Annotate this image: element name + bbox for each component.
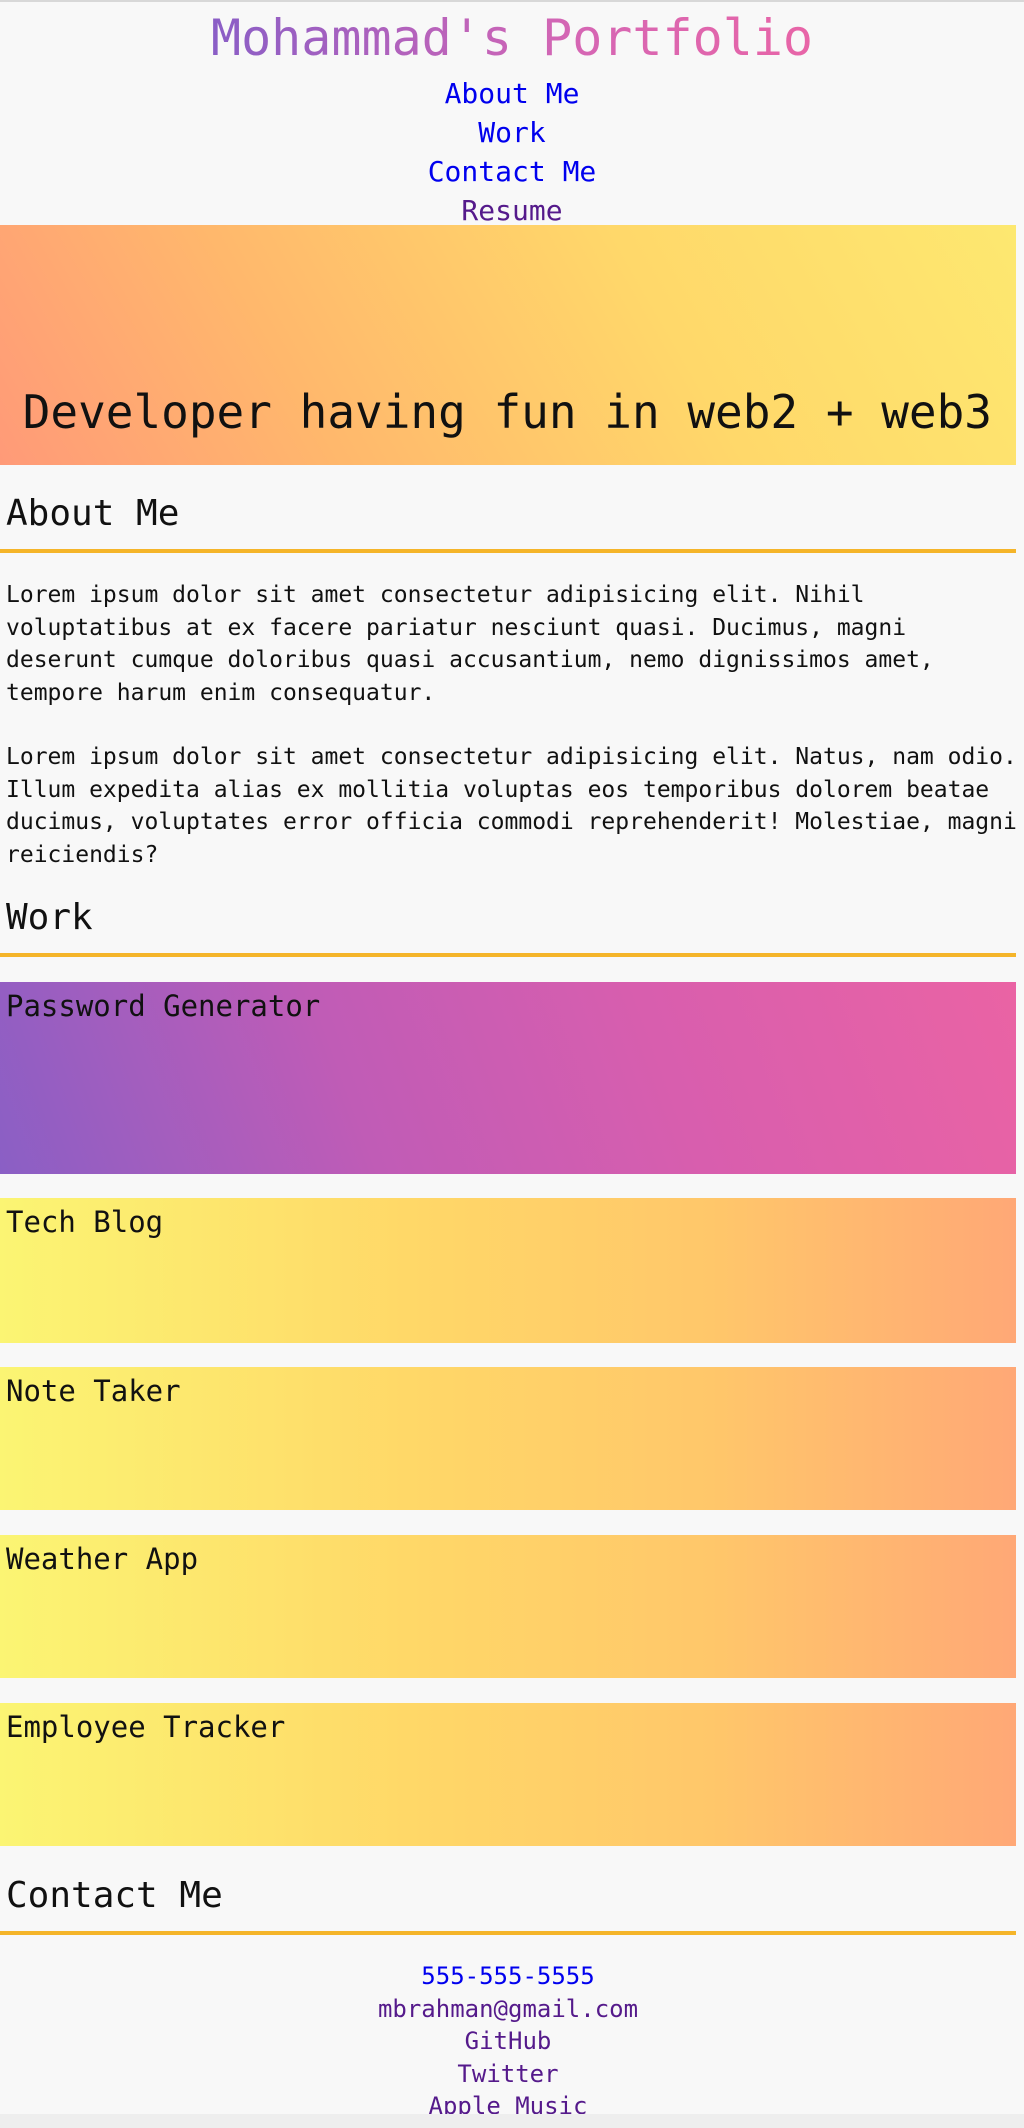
nav-link-resume[interactable]: Resume — [461, 194, 563, 227]
site-title: Mohammad's Portfolio — [210, 9, 814, 67]
contact-divider — [0, 1931, 1016, 1935]
main-nav: About Me Work Contact Me Resume — [0, 74, 1024, 230]
contact-heading: Contact Me — [6, 1875, 223, 1916]
top-border — [0, 0, 1024, 2]
contact-github-link[interactable]: GitHub — [464, 2027, 552, 2055]
work-heading: Work — [6, 897, 93, 938]
about-heading: About Me — [6, 493, 180, 534]
project-card-employee-tracker[interactable]: Employee Tracker — [0, 1703, 1016, 1846]
project-title: Password Generator — [6, 989, 321, 1023]
contact-email-link[interactable]: mbrahman@gmail.com — [377, 1994, 639, 2023]
contact-links: 555-555-5555 mbrahman@gmail.com GitHub T… — [0, 1960, 1016, 2123]
project-card-weather-app[interactable]: Weather App — [0, 1535, 1016, 1678]
site-header: Mohammad's Portfolio About Me Work Conta… — [0, 0, 1024, 230]
contact-twitter-link[interactable]: Twitter — [457, 2059, 559, 2088]
hero-banner: Developer having fun in web2 + web3 — [0, 225, 1016, 465]
work-divider — [0, 953, 1016, 957]
about-paragraph-1: Lorem ipsum dolor sit amet consectetur a… — [6, 582, 934, 706]
bottom-edge — [0, 2114, 1024, 2128]
project-title: Tech Blog — [6, 1205, 164, 1239]
project-card-tech-blog[interactable]: Tech Blog — [0, 1198, 1016, 1343]
hero-tagline: Developer having fun in web2 + web3 — [22, 385, 992, 439]
about-divider — [0, 549, 1016, 553]
project-title: Employee Tracker — [6, 1710, 286, 1744]
nav-link-about-me[interactable]: About Me — [444, 77, 580, 110]
about-paragraph-2: Lorem ipsum dolor sit amet consectetur a… — [6, 744, 1017, 868]
nav-link-work[interactable]: Work — [478, 116, 546, 149]
project-title: Note Taker — [6, 1374, 181, 1408]
project-card-note-taker[interactable]: Note Taker — [0, 1367, 1016, 1510]
contact-phone-link[interactable]: 555-555-5555 — [421, 1962, 595, 1990]
nav-link-contact-me[interactable]: Contact Me — [427, 155, 597, 188]
project-card-password-generator[interactable]: Password Generator — [0, 982, 1016, 1174]
project-title: Weather App — [6, 1542, 199, 1576]
